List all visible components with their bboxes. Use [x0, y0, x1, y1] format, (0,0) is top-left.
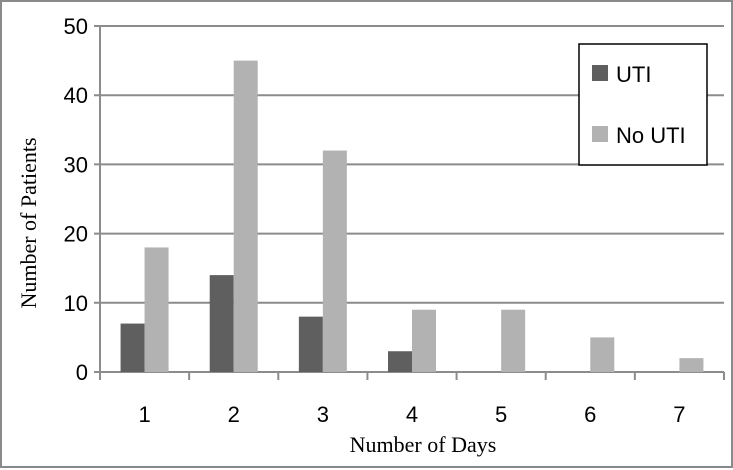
- legend-swatch-no-uti: [592, 126, 608, 142]
- legend-label-no-uti: No UTI: [616, 123, 686, 148]
- x-tick-label: 3: [317, 402, 329, 427]
- bar-no-uti-day-3: [322, 150, 347, 372]
- bar-no-uti-day-4: [412, 309, 436, 372]
- x-tick-label: 1: [138, 402, 150, 427]
- bar-uti-day-3: [298, 316, 323, 372]
- x-tick-labels: 1 2 3 4 5 6 7: [138, 402, 685, 427]
- y-axis-title: Number of Patients: [16, 137, 41, 308]
- bar-no-uti-day-1: [144, 247, 169, 372]
- y-tick-label: 40: [64, 83, 88, 108]
- legend-swatch-uti: [592, 65, 608, 81]
- x-tick-label: 7: [673, 402, 685, 427]
- y-tick-label: 0: [76, 360, 88, 385]
- bar-no-uti-day-7: [679, 358, 704, 372]
- x-tick-label: 4: [406, 402, 418, 427]
- bars: [120, 60, 704, 372]
- bar-no-uti-day-6: [590, 337, 615, 372]
- y-tick-labels: 0 10 20 30 40 50: [64, 14, 88, 385]
- x-tick-label: 5: [495, 402, 507, 427]
- gridlines: [94, 25, 725, 380]
- legend-box: [578, 43, 708, 166]
- bar-uti-day-4: [388, 351, 412, 372]
- bar-uti-day-1: [120, 323, 145, 372]
- y-tick-label: 20: [64, 222, 88, 247]
- bar-no-uti-day-2: [233, 60, 258, 372]
- legend: UTI No UTI: [578, 43, 708, 166]
- legend-label-uti: UTI: [616, 62, 651, 87]
- y-tick-label: 30: [64, 152, 88, 177]
- y-tick-label: 50: [64, 14, 88, 39]
- x-tick-label: 2: [228, 402, 240, 427]
- x-axis-title: Number of Days: [350, 432, 497, 457]
- y-tick-label: 10: [64, 291, 88, 316]
- bar-uti-day-2: [209, 275, 234, 372]
- x-tick-label: 6: [584, 402, 596, 427]
- bar-no-uti-day-5: [501, 309, 526, 372]
